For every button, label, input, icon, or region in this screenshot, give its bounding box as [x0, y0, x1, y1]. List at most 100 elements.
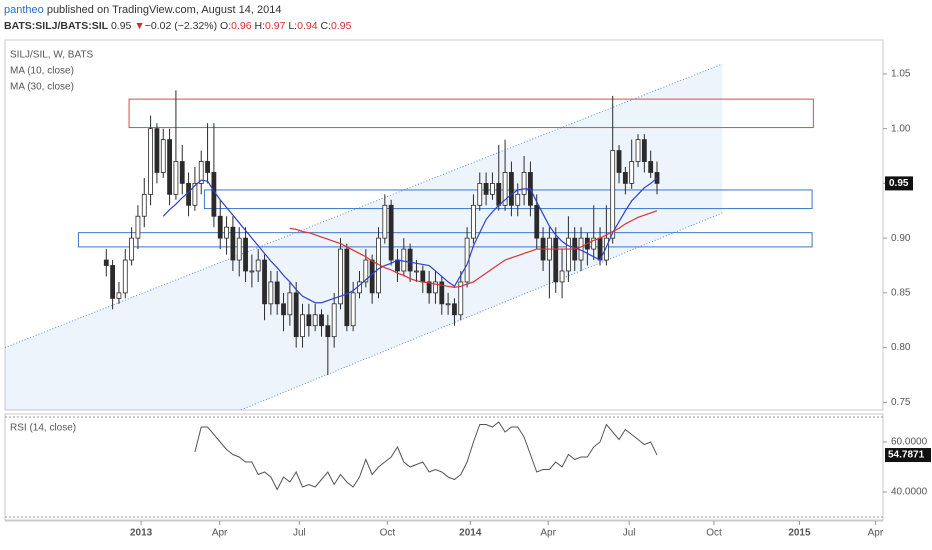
candle-body — [622, 172, 628, 184]
candle-body — [331, 303, 337, 338]
candle-body — [559, 270, 565, 283]
x-tick-label: Apr — [540, 528, 556, 539]
candle-body — [629, 161, 635, 184]
candle-body — [369, 259, 375, 294]
high: 0.97 — [264, 20, 286, 32]
candle-body — [591, 237, 597, 250]
candle-body — [407, 248, 413, 272]
y-tick-label: 0.85 — [891, 288, 911, 299]
candle-body — [534, 204, 540, 239]
rsi-layer — [5, 416, 883, 518]
x-tick-label: Jul — [293, 528, 306, 539]
candle-body — [610, 150, 616, 239]
candle-body — [471, 204, 476, 239]
candle-body — [515, 193, 521, 206]
x-tick-label: Oct — [706, 528, 722, 539]
candle-body — [338, 248, 343, 305]
y-tick-label: 0.75 — [891, 397, 911, 408]
price-layer — [5, 63, 814, 410]
candle-body — [160, 139, 166, 173]
candle-body — [426, 281, 432, 294]
x-tick-label: 2013 — [130, 528, 153, 539]
candle-body — [293, 292, 299, 338]
candle-body — [490, 183, 495, 195]
channel-line — [239, 212, 723, 410]
ma-line — [162, 177, 658, 304]
close-label: C: — [320, 20, 331, 32]
y-tick-label: 1.05 — [891, 69, 911, 80]
candle-body — [502, 172, 508, 206]
candle-body — [395, 259, 400, 272]
candle-body — [173, 161, 179, 195]
candle-body — [565, 237, 571, 272]
candle-body — [477, 183, 483, 206]
candle-body — [401, 248, 407, 272]
candle-body — [236, 237, 242, 261]
candle-body — [224, 226, 229, 239]
candle-body — [129, 237, 135, 261]
candle-body — [274, 281, 280, 305]
candle-body — [433, 281, 438, 294]
change: −0.02 (−2.32%) — [144, 20, 218, 32]
candle-body — [198, 161, 204, 184]
candle-body — [110, 265, 116, 299]
price-pane — [4, 39, 884, 411]
candle-body — [268, 281, 274, 305]
rsi-title: RSI (14, close) — [10, 423, 76, 434]
header: pantheo published on TradingView.com, Au… — [4, 2, 351, 34]
candle-body — [249, 270, 255, 273]
candle-body — [445, 303, 451, 306]
candle-body — [306, 314, 312, 327]
candle-body — [179, 161, 185, 184]
publish-line: pantheo published on TradingView.com, Au… — [4, 2, 351, 18]
y-tick-label: 1.00 — [891, 123, 911, 134]
zone — [203, 189, 813, 210]
axes-layer: 1.05 1.00 0.95 0.90 0.85 0.80 0.75 2013 Apr Jul Oc… — [130, 69, 931, 539]
candle-body — [122, 259, 128, 294]
candle-body — [648, 161, 654, 173]
candle-body — [312, 314, 318, 327]
candle-body — [388, 204, 394, 261]
candle-body — [141, 193, 147, 217]
candle-body — [439, 281, 445, 305]
y-tick-label: 40.0000 — [891, 487, 928, 498]
candle-body — [230, 226, 236, 261]
candle-body — [205, 161, 210, 173]
candle-body — [300, 314, 305, 338]
author[interactable]: pantheo — [4, 4, 44, 16]
low: 0.94 — [297, 20, 318, 32]
candle-body — [135, 215, 141, 239]
candle-body — [420, 270, 426, 283]
candle-body — [281, 303, 286, 316]
last-price-label: 0.95 — [889, 178, 909, 189]
candle-body — [211, 172, 217, 217]
candle-body — [350, 292, 356, 327]
zone — [77, 232, 813, 248]
candle-body — [148, 128, 153, 195]
candle-body — [344, 248, 350, 327]
published: published on TradingView.com, August 14,… — [43, 4, 282, 16]
candle-body — [616, 150, 622, 173]
rsi-pane — [4, 413, 884, 521]
ma-line — [289, 210, 658, 289]
x-tick-label: Apr — [212, 528, 228, 539]
candle-body — [382, 204, 388, 239]
last-rsi-box — [885, 448, 931, 463]
y-tick-label: 0.90 — [891, 233, 911, 244]
arrow: ▼ — [134, 20, 145, 32]
x-tick-label: 2014 — [459, 528, 482, 539]
price-title: SILJ/SIL, W, BATS — [10, 50, 94, 61]
y-tick-label: 0.80 — [891, 342, 911, 353]
y-tick-label: 60.0000 — [891, 437, 928, 448]
legend-ma10: MA (10, close) — [10, 66, 74, 77]
ticker-line: BATS:SILJ/BATS:SIL 0.95 ▼−0.02 (−2.32%) … — [4, 18, 351, 34]
channel-fill — [5, 64, 723, 410]
candle-body — [521, 172, 527, 195]
candle-body — [325, 325, 331, 338]
candle-body — [483, 183, 489, 195]
candle-body — [509, 172, 514, 206]
candle-body — [641, 139, 647, 162]
close: 0.95 — [330, 20, 352, 32]
